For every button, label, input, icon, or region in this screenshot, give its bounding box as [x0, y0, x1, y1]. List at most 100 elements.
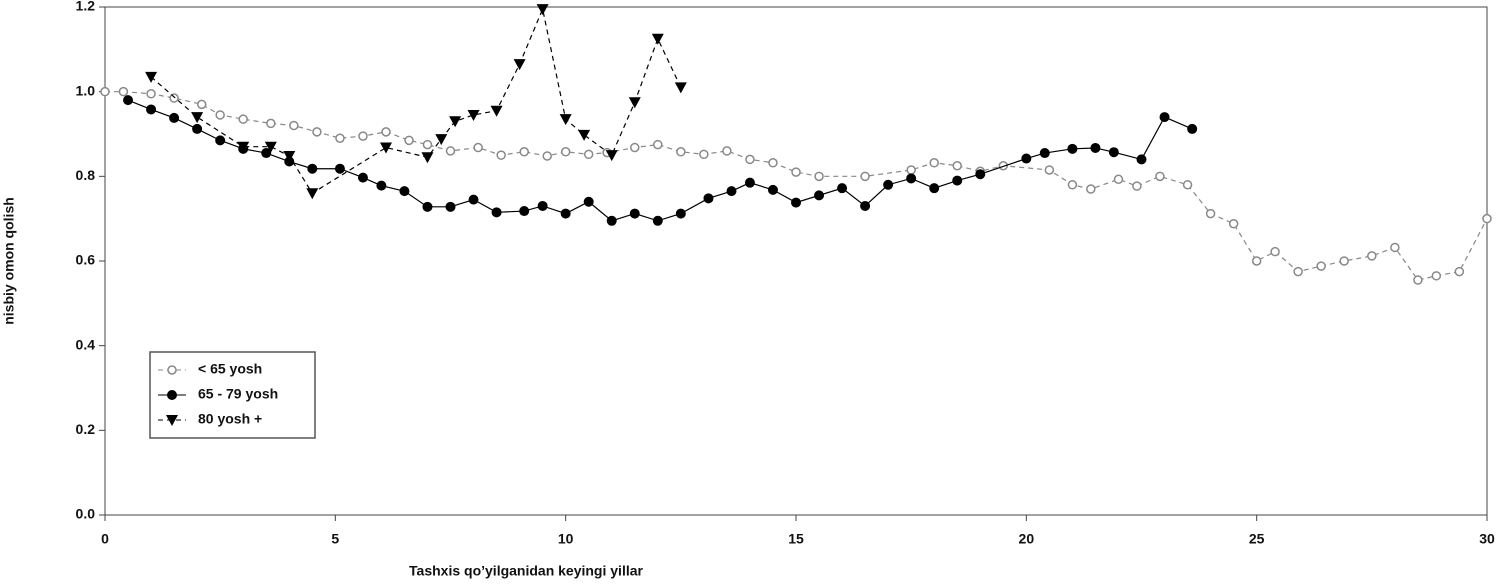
marker — [376, 180, 387, 191]
marker — [496, 150, 506, 160]
marker — [722, 146, 732, 156]
marker — [542, 151, 552, 161]
marker — [791, 167, 801, 177]
marker — [445, 201, 456, 212]
legend: < 65 yosh 65 - 79 yosh 80 yosh + — [149, 351, 316, 439]
marker — [726, 186, 737, 197]
marker — [334, 163, 345, 174]
series-line — [150, 7, 682, 195]
marker — [559, 114, 572, 126]
marker — [1390, 242, 1400, 253]
marker — [266, 118, 276, 129]
marker — [519, 147, 529, 157]
marker — [629, 208, 640, 219]
marker — [975, 169, 986, 180]
x-tick-label: 5 — [331, 531, 339, 547]
marker — [399, 186, 410, 197]
marker — [1039, 148, 1050, 159]
x-tick-label: 0 — [101, 531, 109, 547]
y-tick-label: 0.0 — [76, 506, 96, 522]
marker — [435, 134, 448, 146]
marker — [675, 208, 686, 219]
y-tick-label: 0.8 — [76, 167, 96, 183]
marker — [468, 194, 479, 205]
marker — [283, 151, 296, 163]
x-tick-label: 15 — [788, 531, 804, 547]
marker — [1067, 180, 1078, 190]
marker — [1044, 165, 1055, 175]
marker — [630, 142, 640, 153]
marker — [605, 150, 618, 162]
marker — [1431, 271, 1442, 281]
marker — [1136, 154, 1147, 165]
marker — [1113, 174, 1124, 185]
marker — [676, 147, 686, 157]
series-line — [105, 91, 1488, 281]
marker — [358, 131, 368, 141]
x-tick-label: 30 — [1479, 531, 1495, 547]
marker — [191, 112, 204, 124]
marker — [167, 390, 177, 400]
y-tick-label: 0.4 — [76, 336, 96, 352]
marker — [196, 99, 207, 110]
marker — [537, 200, 548, 211]
marker — [860, 171, 870, 182]
marker — [421, 152, 434, 164]
marker — [837, 183, 848, 194]
marker — [307, 163, 318, 174]
marker — [745, 154, 755, 165]
marker — [929, 158, 939, 168]
marker — [145, 71, 158, 83]
marker — [169, 112, 180, 123]
marker — [192, 123, 203, 134]
marker — [215, 110, 225, 120]
y-tick-label: 0.2 — [76, 421, 96, 437]
marker — [100, 86, 110, 97]
marker — [491, 207, 502, 218]
marker — [306, 188, 319, 200]
marker — [473, 142, 483, 153]
marker — [883, 179, 894, 190]
marker — [906, 165, 916, 175]
marker — [261, 148, 272, 159]
marker — [490, 105, 503, 117]
marker — [381, 127, 391, 137]
marker — [583, 196, 594, 207]
marker — [606, 215, 617, 226]
marker — [513, 59, 526, 71]
marker — [703, 193, 714, 204]
y-tick-label: 1.0 — [76, 82, 96, 98]
marker — [1159, 112, 1170, 123]
marker — [1482, 213, 1492, 224]
marker — [146, 89, 156, 99]
marker — [906, 173, 917, 184]
marker — [1108, 147, 1119, 158]
marker — [699, 149, 709, 160]
marker — [744, 177, 755, 188]
marker — [1187, 123, 1198, 134]
y-tick-label: 0.6 — [76, 252, 96, 268]
marker — [237, 141, 250, 153]
marker — [952, 161, 962, 171]
marker — [264, 141, 277, 153]
marker — [998, 161, 1009, 171]
series-line — [127, 99, 1193, 222]
marker — [768, 158, 778, 168]
x-tick-label: 20 — [1019, 531, 1035, 547]
marker — [380, 142, 393, 154]
marker — [123, 95, 134, 106]
y-axis-label: nisbiy omon qolish — [1, 197, 17, 325]
marker — [519, 206, 530, 217]
marker — [449, 116, 462, 128]
marker — [445, 146, 456, 156]
marker — [652, 215, 663, 226]
legend-label: 65 - 79 yosh — [198, 386, 278, 402]
legend-label: < 65 yosh — [198, 361, 262, 377]
marker — [1021, 153, 1032, 164]
marker — [929, 183, 940, 194]
marker — [146, 104, 157, 115]
marker — [422, 139, 433, 150]
plot-frame — [104, 6, 1488, 516]
x-tick-label: 10 — [558, 531, 574, 547]
